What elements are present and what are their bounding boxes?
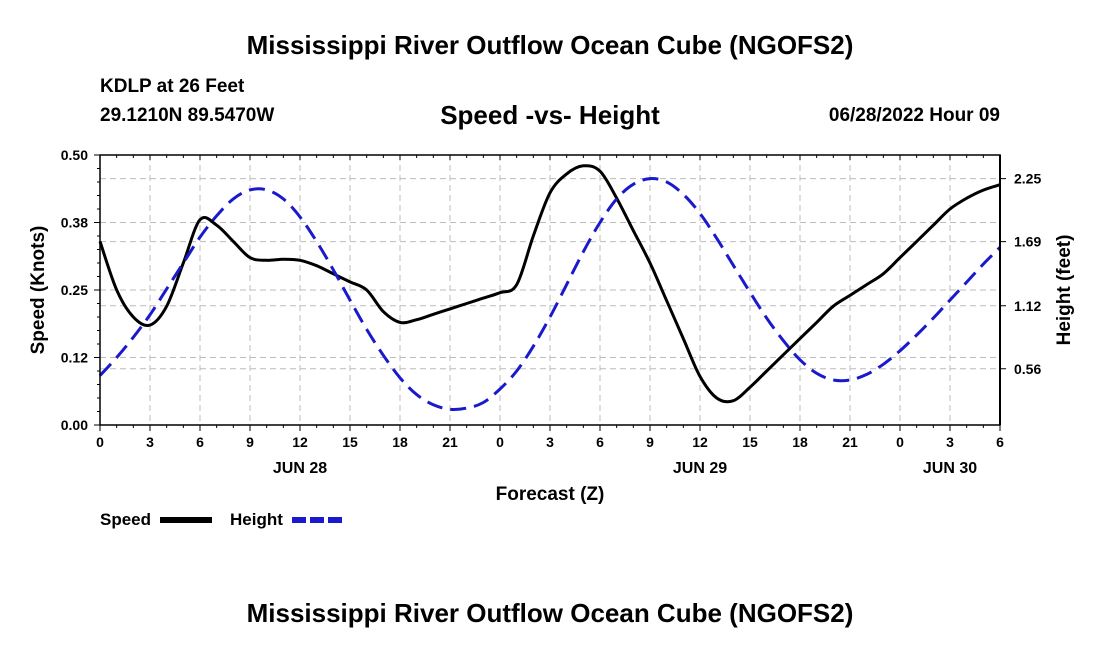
x-tick-label: 18	[792, 434, 808, 450]
x-tick-label: 21	[442, 434, 458, 450]
station-label: KDLP at 26 Feet	[100, 76, 245, 97]
chart-main-title: Mississippi River Outflow Ocean Cube (NG…	[246, 30, 854, 60]
y-tick-label: 0.00	[61, 417, 88, 433]
x-tick-label: 15	[342, 434, 358, 450]
chart-subtitle: Speed -vs- Height	[440, 100, 660, 130]
y-axis-title: Speed (Knots)	[28, 226, 49, 355]
forecast-datetime: 06/28/2022 Hour 09	[828, 105, 1000, 126]
x-tick-label: 3	[146, 434, 154, 450]
day-label: JUN 29	[673, 460, 727, 477]
x-tick-label: 9	[646, 434, 654, 450]
series-line-height	[98, 177, 1002, 411]
day-label: JUN 28	[273, 460, 327, 477]
x-axis-title: Forecast (Z)	[496, 484, 605, 505]
y2-tick-label: 1.69	[1014, 234, 1041, 250]
x-tick-label: 6	[596, 434, 604, 450]
x-tick-label: 3	[946, 434, 954, 450]
x-tick-label: 0	[496, 434, 504, 450]
axes: 0 3 6 9 12 15 18 21 0 3 6 9 12 15 18 21 0 3 6 JUN 28 JUN 29 J…	[61, 147, 1042, 477]
x-tick-label: 9	[246, 434, 254, 450]
x-tick-label: 15	[742, 434, 758, 450]
x-tick-label: 6	[996, 434, 1004, 450]
x-tick-label: 0	[96, 434, 104, 450]
x-tick-label: 12	[292, 434, 308, 450]
y2-tick-label: 2.25	[1014, 171, 1041, 187]
x-tick-label: 6	[196, 434, 204, 450]
series-line-speed	[98, 164, 1001, 404]
y-tick-label: 0.50	[61, 147, 88, 163]
legend-label-height: Height	[230, 510, 283, 529]
y2-axis-title: Height (feet)	[1054, 235, 1075, 346]
x-tick-label: 12	[692, 434, 708, 450]
x-tick-label: 3	[546, 434, 554, 450]
y2-tick-label: 0.56	[1014, 361, 1041, 377]
x-tick-label: 18	[392, 434, 408, 450]
day-label: JUN 30	[923, 460, 977, 477]
series-layer	[98, 164, 1002, 411]
x-tick-label: 0	[896, 434, 904, 450]
y-tick-label: 0.25	[61, 282, 88, 298]
y-tick-label: 0.38	[61, 215, 88, 231]
x-tick-label: 21	[842, 434, 858, 450]
grid-lines	[100, 155, 1000, 425]
footer-title: Mississippi River Outflow Ocean Cube (NG…	[246, 598, 854, 628]
legend: Speed Height	[100, 510, 344, 529]
y2-tick-label: 1.12	[1014, 298, 1041, 314]
coordinates-label: 29.1210N 89.5470W	[100, 105, 275, 126]
legend-label-speed: Speed	[100, 510, 151, 529]
y-tick-label: 0.12	[61, 350, 88, 366]
